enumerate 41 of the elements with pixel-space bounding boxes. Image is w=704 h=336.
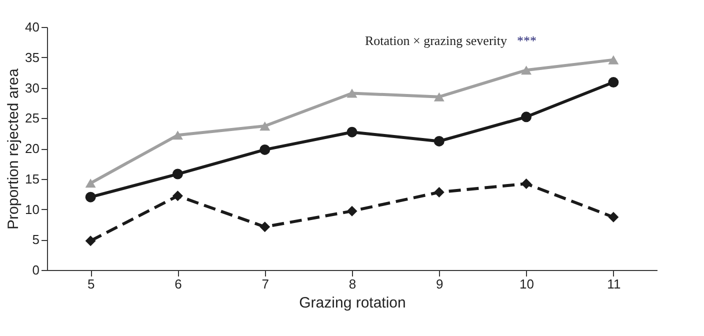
point [172,130,183,140]
point [521,112,532,122]
point [434,92,444,102]
point [260,222,270,232]
x-tick-label: 10 [520,276,534,292]
x-axis-title: Grazing rotation [299,294,406,312]
x-tick-label: 5 [87,276,95,292]
point [346,88,358,98]
y-tick-label: 20 [25,141,40,156]
x-tick-label: 7 [262,276,269,292]
point [346,206,358,216]
point [85,178,96,188]
point [608,77,619,88]
y-tick-label: 25 [25,110,40,126]
y-tick-label: 30 [25,80,40,96]
point [521,178,532,189]
point [172,190,183,202]
y-tick-label: 5 [32,232,40,248]
point [172,168,183,180]
point [521,66,532,75]
point [85,236,96,246]
x-tick-label: 8 [348,276,356,292]
y-tick-label: 35 [25,50,40,65]
point [608,212,619,222]
y-tick-label: 40 [25,20,40,34]
x-tick-label: 9 [436,276,444,292]
point [260,144,270,155]
y-tick-label: 10 [25,202,40,217]
point [85,192,96,202]
y-tick-label: 0 [32,262,40,278]
annotation: Rotation × grazing severity [365,33,508,48]
point [346,126,358,138]
x-tick-label: 6 [174,276,182,292]
y-axis-title: Proportion rejected area [5,68,22,230]
x-tick-label: 11 [607,276,621,292]
point [608,55,619,64]
annotation: *** [517,33,536,48]
point [260,121,270,131]
point [434,136,444,146]
point [434,186,444,198]
y-tick-label: 15 [25,171,40,186]
